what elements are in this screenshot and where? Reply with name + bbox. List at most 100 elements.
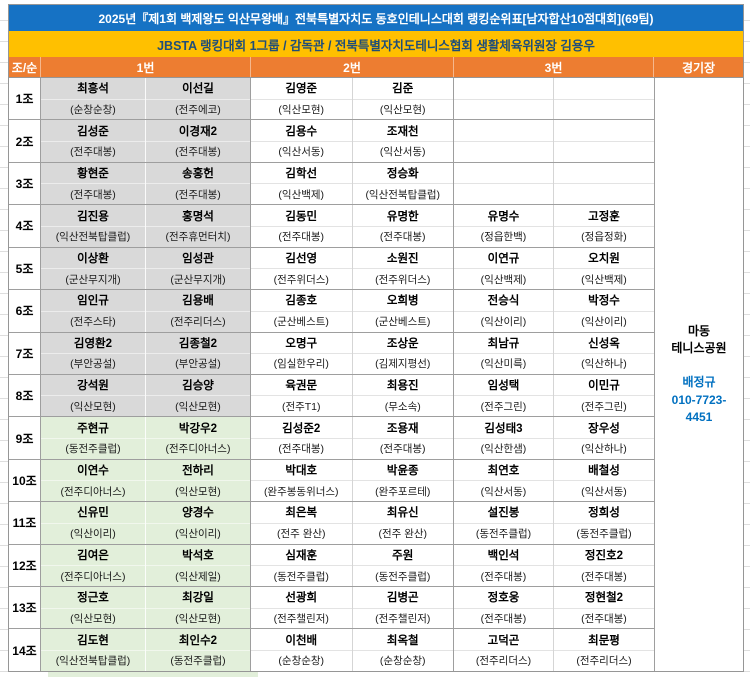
group-row: 6조 임인규 (전주스타) 김용배 (전주리더스) 김종호 (군산베스트) 오희병 (군산베스트… <box>9 290 654 333</box>
player-club: (익산모현) <box>175 485 221 498</box>
player-club: (전주챌린저) <box>375 613 431 626</box>
player-name: 이민규 <box>554 375 654 397</box>
player-name: 김종철2 <box>146 333 250 355</box>
player-club: (전주대봉) <box>70 146 116 159</box>
player-cell: 김준 (익산모현) <box>352 78 454 120</box>
player-club: (익산전북탑클럽) <box>55 655 131 668</box>
group-number: 4조 <box>9 205 41 247</box>
player-club: (익산미륵) <box>480 358 527 371</box>
player-name: 김용배 <box>146 290 250 312</box>
player-name: 최남규 <box>454 333 553 355</box>
sheet-left-margin <box>0 0 8 677</box>
player-name: 신유민 <box>41 502 145 524</box>
player-club <box>554 184 654 204</box>
player-club: (임실한우리) <box>273 358 329 371</box>
player-cell: 최유신 (전주 완산) <box>352 502 454 544</box>
header-seed1: 1번 <box>41 57 251 77</box>
player-name: 오치원 <box>554 248 654 270</box>
player-name: 이천배 <box>251 629 352 651</box>
group-rows: 1조 최흥석 (순창순창) 이선길 (전주에코) 김영준 (익산모현) 김준 (익산모현) 2조 김… <box>9 78 654 671</box>
player-name: 김영환2 <box>41 333 145 355</box>
player-cell: 이민규 (전주그린) <box>554 374 654 417</box>
player-club: (익산서동) <box>480 485 527 498</box>
group-row: 10조 이연수 (전주디아너스) 전하리 (익산모현) 박대호 (완주봉동위너스) 박윤종 (완… <box>9 459 654 503</box>
venue-name-line1: 마동 <box>687 323 711 338</box>
player-name: 김성태3 <box>454 417 553 439</box>
header-venue: 경기장 <box>681 60 716 75</box>
player-name: 강석원 <box>41 375 145 397</box>
group-number: 8조 <box>9 374 41 417</box>
player-name <box>454 163 553 185</box>
group-row: 4조 김진용 (익산전북탑클럽) 홍명석 (전주휴먼터치) 김동민 (전주대봉) 유명한 (전주… <box>9 205 654 248</box>
group-number: 1조 <box>9 78 41 120</box>
player-club: (동전주클럽) <box>475 528 532 541</box>
player-name: 최용진 <box>352 375 453 397</box>
player-cell: 배철성 (익산서동) <box>554 459 654 502</box>
group-row: 5조 이상환 (군산무지개) 임성관 (군산무지개) 김선영 (전주위더스) 소원진 (전주위더… <box>9 247 654 291</box>
player-cell: 이상환 (군산무지개) <box>41 247 146 290</box>
player-club: (전주대봉) <box>278 231 325 244</box>
player-name: 박윤종 <box>352 460 453 482</box>
player-cell <box>454 78 554 120</box>
player-cell: 주원 (동전주클럽) <box>352 544 454 587</box>
player-cell: 최연호 (익산서동) <box>454 459 554 502</box>
venue-cell: 마동 테니스공원 배정규 010-7723-4451 <box>654 78 743 671</box>
player-club: (익산모현) <box>278 103 325 116</box>
player-cell: 박강우2 (전주디아너스) <box>146 417 251 459</box>
player-cell: 유명한 (전주대봉) <box>352 205 454 247</box>
player-name: 김선영 <box>251 248 352 270</box>
player-name: 최유신 <box>352 502 453 524</box>
group-row: 2조 김성준 (전주대봉) 이경재2 (전주대봉) 김용수 (익산서동) 조재천 (익산서동) <box>9 120 654 163</box>
player-cell: 오치원 (익산백제) <box>554 247 654 290</box>
player-club: (군산무지개) <box>65 273 121 286</box>
player-name: 김여은 <box>41 545 145 567</box>
player-name: 최문평 <box>554 629 654 651</box>
player-name: 최옥철 <box>352 629 453 651</box>
player-club: (익산백제) <box>278 188 325 201</box>
player-cell: 오명구 (임실한우리) <box>251 332 353 374</box>
player-cell: 임인규 (전주스타) <box>41 290 146 332</box>
group-row: 14조 김도현 (익산전북탑클럽) 최인수2 (동전주클럽) 이천배 (순창순창) 최옥철 (순… <box>9 629 654 671</box>
player-club: (전주스타) <box>70 316 116 329</box>
player-club: (전주대봉) <box>480 570 527 583</box>
player-name: 임인규 <box>41 290 145 312</box>
player-club: (순창순창) <box>278 655 325 668</box>
player-club: (부안공설) <box>175 358 221 371</box>
group-row: 9조 주현규 (동전주클럽) 박강우2 (전주디아너스) 김성준2 (전주대봉) 조용재 (전주… <box>9 417 654 460</box>
player-name: 김학선 <box>251 163 352 185</box>
player-name: 김준 <box>352 78 453 100</box>
player-name: 최은복 <box>251 502 352 524</box>
player-name: 조용재 <box>352 417 453 439</box>
player-club: (익산이리) <box>581 316 627 329</box>
player-club: (전주리더스) <box>170 316 226 329</box>
player-name: 박대호 <box>251 460 352 482</box>
player-name <box>554 78 654 100</box>
venue-name-line2: 테니스공원 <box>671 340 727 355</box>
player-club: (동전주클럽) <box>375 570 431 583</box>
player-club: (익산서동) <box>278 146 325 159</box>
player-cell: 심재훈 (동전주클럽) <box>251 544 353 587</box>
player-name: 박정수 <box>554 290 654 312</box>
player-cell: 강석원 (익산모현) <box>41 374 146 417</box>
player-club: (익산모현) <box>70 400 116 413</box>
header-group: 조/순 <box>9 57 41 77</box>
player-cell: 김영준 (익산모현) <box>251 78 353 120</box>
player-cell: 송홍헌 (전주대봉) <box>146 162 251 205</box>
player-name <box>454 78 553 100</box>
player-cell: 김용수 (익산서동) <box>251 120 353 162</box>
player-cell: 황현준 (전주대봉) <box>41 162 146 205</box>
group-number: 13조 <box>9 587 41 629</box>
player-club: (익산모현) <box>379 103 426 116</box>
player-name: 고덕곤 <box>454 629 553 651</box>
player-cell: 오희병 (군산베스트) <box>352 290 454 332</box>
player-cell: 전하리 (익산모현) <box>146 459 251 502</box>
group-row: 11조 신유민 (익산이리) 양경수 (익산이리) 최은복 (전주 완산) 최유신 (전주 완산… <box>9 502 654 545</box>
player-club: (전주디아너스) <box>165 443 231 456</box>
player-name: 김동민 <box>251 205 352 227</box>
player-club: (전주대봉) <box>379 443 426 456</box>
player-name: 고정훈 <box>554 205 654 227</box>
player-cell: 신성옥 (익산하나) <box>554 332 654 374</box>
venue-name: 마동 테니스공원 <box>671 323 726 358</box>
player-name: 정호웅 <box>454 587 553 609</box>
player-name: 이연수 <box>41 460 145 482</box>
